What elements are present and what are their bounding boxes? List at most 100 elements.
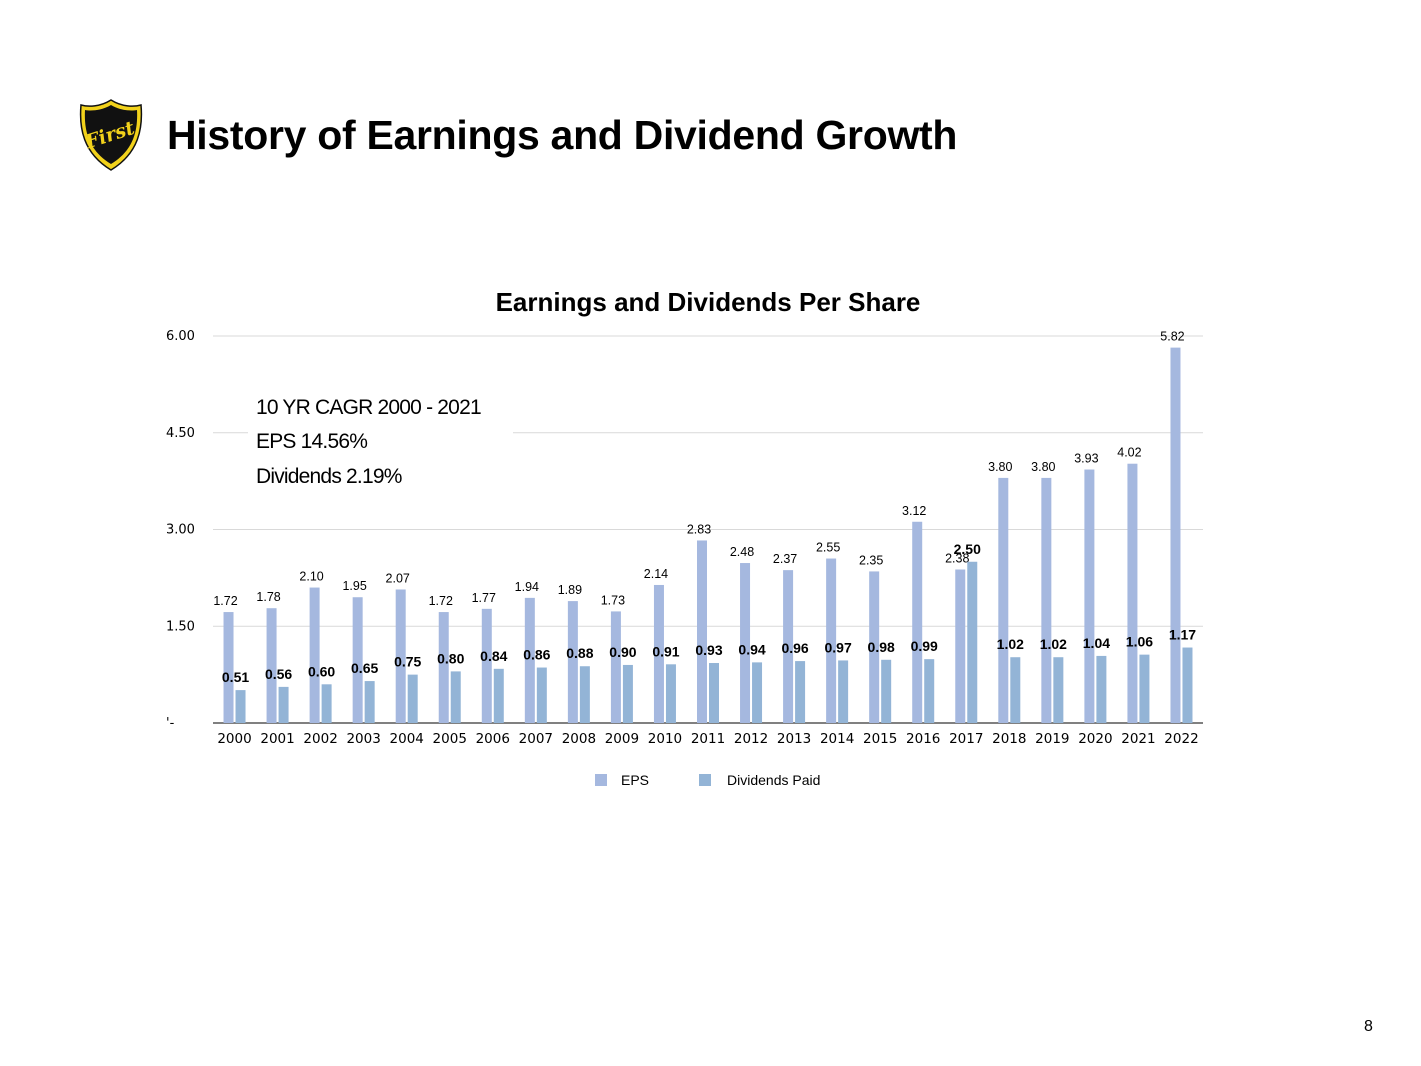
x-tick-label-2018: 2018 bbox=[992, 731, 1026, 747]
dividend-bar-2005 bbox=[450, 671, 461, 723]
dividend-label-2017: 2.50 bbox=[954, 541, 981, 557]
chart-title: Earnings and Dividends Per Share bbox=[495, 287, 921, 317]
dividend-label-2012: 0.94 bbox=[738, 641, 765, 657]
dividend-label-2016: 0.99 bbox=[911, 638, 938, 654]
cagr-eps: EPS 14.56% bbox=[256, 430, 368, 453]
dividend-label-2002: 0.60 bbox=[308, 663, 335, 679]
dividend-label-2005: 0.80 bbox=[437, 650, 464, 666]
dividend-bar-2013 bbox=[795, 661, 806, 723]
eps-bar-2020 bbox=[1084, 469, 1095, 723]
dividend-label-2011: 0.93 bbox=[695, 642, 722, 658]
dividend-bar-2004 bbox=[407, 674, 418, 723]
y-tick-label-0: '- bbox=[166, 716, 175, 731]
earnings-dividends-chart: '- 1.50 3.00 4.50 6.00 1.72 0.51 2000 1.78 0.56 20… bbox=[166, 329, 1203, 788]
dividend-bar-2016 bbox=[924, 659, 935, 723]
eps-label-2007: 1.94 bbox=[515, 580, 539, 594]
x-tick-label-2010: 2010 bbox=[648, 731, 682, 747]
dividend-label-2003: 0.65 bbox=[351, 660, 378, 676]
x-tick-label-2011: 2011 bbox=[691, 731, 725, 747]
x-tick-label-2012: 2012 bbox=[734, 731, 768, 747]
x-tick-label-2020: 2020 bbox=[1078, 731, 1112, 747]
cagr-dividends: Dividends 2.19% bbox=[256, 465, 402, 488]
eps-label-2011: 2.83 bbox=[687, 522, 711, 536]
dividend-label-2009: 0.90 bbox=[609, 644, 636, 660]
dividend-label-2006: 0.84 bbox=[480, 648, 507, 664]
dividend-label-2010: 0.91 bbox=[652, 643, 679, 659]
x-tick-label-2019: 2019 bbox=[1035, 731, 1069, 747]
eps-bar-2012 bbox=[740, 563, 751, 723]
eps-label-2016: 3.12 bbox=[902, 504, 926, 518]
eps-bar-2002 bbox=[309, 587, 320, 723]
dividend-bar-2002 bbox=[321, 684, 332, 723]
eps-label-2010: 2.14 bbox=[644, 567, 668, 581]
eps-label-2021: 4.02 bbox=[1117, 446, 1141, 460]
eps-label-2008: 1.89 bbox=[558, 583, 582, 597]
x-tick-label-2000: 2000 bbox=[217, 731, 251, 747]
eps-label-2004: 2.07 bbox=[386, 571, 410, 585]
x-tick-label-2017: 2017 bbox=[949, 731, 983, 747]
eps-label-2005: 1.72 bbox=[429, 594, 453, 608]
dividend-bar-2009 bbox=[622, 664, 633, 723]
x-tick-label-2003: 2003 bbox=[346, 731, 380, 747]
dividend-bar-2021 bbox=[1139, 654, 1150, 723]
dividend-bar-2019 bbox=[1053, 657, 1064, 723]
eps-bar-2010 bbox=[653, 584, 664, 723]
y-tick-label-1: 1.50 bbox=[166, 619, 195, 634]
dividend-bar-2015 bbox=[881, 659, 892, 723]
dividend-bar-2011 bbox=[709, 663, 719, 723]
eps-label-2019: 3.80 bbox=[1031, 460, 1055, 474]
dividend-label-2001: 0.56 bbox=[265, 666, 292, 682]
eps-bar-2013 bbox=[783, 570, 794, 723]
y-tick-label-4: 6.00 bbox=[166, 329, 195, 344]
dividend-label-2014: 0.97 bbox=[825, 639, 852, 655]
x-tick-label-2013: 2013 bbox=[777, 731, 811, 747]
eps-label-2002: 2.10 bbox=[299, 570, 323, 584]
x-tick-label-2007: 2007 bbox=[519, 731, 553, 747]
x-tick-label-2005: 2005 bbox=[433, 731, 467, 747]
eps-label-2022: 5.82 bbox=[1160, 330, 1184, 344]
dividend-bar-2001 bbox=[278, 686, 289, 723]
x-tick-label-2022: 2022 bbox=[1164, 731, 1198, 747]
eps-label-2013: 2.37 bbox=[773, 552, 797, 566]
eps-label-2000: 1.72 bbox=[213, 594, 237, 608]
x-tick-label-2021: 2021 bbox=[1121, 731, 1155, 747]
dividend-bar-2000 bbox=[235, 690, 246, 723]
dividend-label-2020: 1.04 bbox=[1083, 635, 1110, 651]
dividend-label-2022: 1.17 bbox=[1169, 627, 1196, 643]
eps-label-2017: 2.38 bbox=[945, 551, 969, 565]
x-tick-label-2009: 2009 bbox=[605, 731, 639, 747]
eps-bar-2019 bbox=[1041, 477, 1052, 723]
legend-dividends-label: Dividends Paid bbox=[727, 772, 820, 788]
dividend-label-2021: 1.06 bbox=[1126, 634, 1153, 650]
eps-label-2018: 3.80 bbox=[988, 460, 1012, 474]
eps-bar-2022 bbox=[1170, 347, 1181, 723]
x-tick-label-2016: 2016 bbox=[906, 731, 940, 747]
dividend-label-2004: 0.75 bbox=[394, 654, 421, 670]
x-tick-label-2014: 2014 bbox=[820, 731, 854, 747]
dividend-bar-2020 bbox=[1096, 655, 1107, 723]
dividend-label-2019: 1.02 bbox=[1040, 636, 1067, 652]
eps-bar-2006 bbox=[481, 608, 492, 723]
dividend-label-2018: 1.02 bbox=[997, 636, 1024, 652]
eps-bar-2016 bbox=[912, 521, 923, 723]
eps-label-2003: 1.95 bbox=[342, 579, 366, 593]
dividend-label-2007: 0.86 bbox=[523, 647, 550, 663]
eps-label-2012: 2.48 bbox=[730, 545, 754, 559]
dividend-bar-2017 bbox=[967, 561, 978, 723]
eps-label-2020: 3.93 bbox=[1074, 452, 1098, 466]
legend-eps-label: EPS bbox=[621, 772, 649, 788]
x-tick-label-2001: 2001 bbox=[260, 731, 294, 747]
dividend-bar-2006 bbox=[493, 668, 504, 723]
dividend-bar-2003 bbox=[364, 681, 375, 723]
cagr-title: 10 YR CAGR 2000 - 2021 bbox=[256, 396, 482, 419]
eps-bar-2015 bbox=[869, 571, 880, 723]
legend-eps-swatch bbox=[595, 774, 607, 786]
eps-bar-2000 bbox=[223, 612, 234, 723]
eps-bar-2021 bbox=[1127, 463, 1138, 723]
x-tick-label-2002: 2002 bbox=[303, 731, 337, 747]
eps-bar-2003 bbox=[352, 597, 363, 723]
eps-bar-2007 bbox=[524, 597, 535, 723]
slide-title: History of Earnings and Dividend Growth bbox=[167, 112, 958, 158]
eps-bar-2005 bbox=[438, 612, 449, 723]
dividend-label-2013: 0.96 bbox=[781, 640, 808, 656]
